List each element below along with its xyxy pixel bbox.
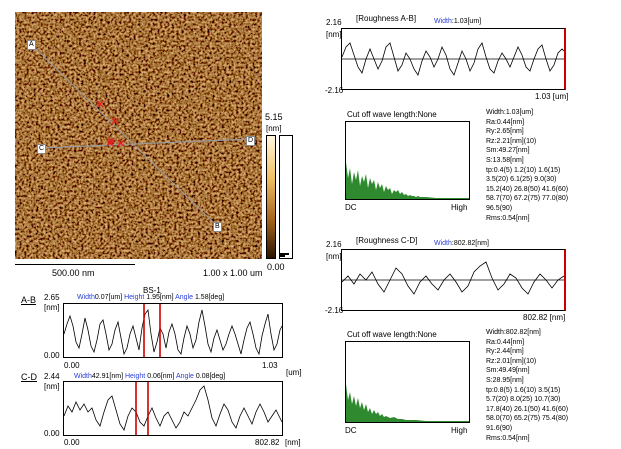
roughness-ab-spectrum-bars xyxy=(346,162,469,199)
roughness-ab-xmax: 1.03 [um] xyxy=(535,92,569,101)
roughness-cd-cutoff-title: Cut off wave length:None xyxy=(347,330,437,339)
roughness-ab-ymin: -2.16 xyxy=(325,86,344,95)
roughness-cd-stats: Width:802.82[nm] Ra:0.44[nm] Ry:2.44[nm]… xyxy=(486,329,569,442)
roughness-cd-unit: [nm] xyxy=(326,252,342,261)
section-cd-plot[interactable] xyxy=(63,381,283,436)
colorbar-unit: [nm] xyxy=(266,124,282,133)
section-ab-ymin: 0.00 xyxy=(44,351,60,360)
height-histogram xyxy=(279,135,293,259)
marker-c[interactable]: C xyxy=(37,144,47,154)
afm-height-image[interactable] xyxy=(15,12,262,259)
section-ab-label[interactable]: A-B xyxy=(21,295,37,305)
section-cd-info: Width42.91[nm] Height 0.06[nm] Angle 0.0… xyxy=(74,373,226,380)
section-ab-xunit: [um] xyxy=(286,368,302,377)
roughness-ab-cutoff-title: Cut off wave length:None xyxy=(347,110,437,119)
roughness-ab-stats: Width:1.03[um] Ra:0.44[nm] Ry:2.65[nm] R… xyxy=(486,109,569,222)
section-ab-profile xyxy=(63,304,283,357)
section-cd-ymax: 2.44 xyxy=(44,372,60,381)
marker-crosses[interactable] xyxy=(96,100,125,147)
colorbar xyxy=(266,135,276,259)
marker-a[interactable]: A xyxy=(27,40,36,50)
roughness-ab-unit: [nm] xyxy=(326,30,342,39)
roughness-ab-dc: DC xyxy=(345,203,357,212)
roughness-cd-title: [Roughness C-D] xyxy=(356,236,418,245)
section-cd-xunit: [nm] xyxy=(285,438,301,447)
bs-title: BS-1 xyxy=(143,286,161,295)
section-cd-unit: [nm] xyxy=(44,382,60,391)
roughness-ab-profile xyxy=(341,42,565,76)
roughness-ab-title: [Roughness A-B] xyxy=(356,14,417,23)
section-ab-unit: [nm] xyxy=(44,303,60,312)
marker-b[interactable]: B xyxy=(213,222,222,232)
roughness-cd-width: Width:802.82[nm] xyxy=(434,240,489,247)
section-ab-xmax: 1.03 xyxy=(262,361,278,370)
scale-bar xyxy=(15,264,135,265)
section-cd-ymin: 0.00 xyxy=(44,429,60,438)
section-cd-xmin: 0.00 xyxy=(64,438,80,447)
scale-bar-label: 500.00 nm xyxy=(52,268,95,278)
roughness-ab-width: Width:1.03[um] xyxy=(434,18,482,25)
roughness-cd-profile xyxy=(341,261,565,295)
marker-d[interactable]: D xyxy=(246,136,256,146)
section-ab-info: Width0.07[um] Height 1.95[nm] Angle 1.58… xyxy=(77,294,225,301)
roughness-ab-high: High xyxy=(451,203,468,212)
section-cd-profile xyxy=(63,382,283,435)
roughness-cd-ymin: -2.16 xyxy=(325,306,344,315)
roughness-cd-ymax: 2.16 xyxy=(326,240,342,249)
roughness-cd-xmax: 802.82 [nm] xyxy=(523,313,566,322)
section-ab-ymax-val: 2.65 xyxy=(44,293,60,302)
roughness-cd-high: High xyxy=(451,426,468,435)
profile-line-c-d[interactable] xyxy=(40,138,252,149)
roughness-cd-spectrum-bars xyxy=(346,384,469,422)
colorbar-min: 0.00 xyxy=(267,262,285,272)
colorbar-max: 5.15 xyxy=(265,112,283,122)
section-cd-xmax: 802.82 xyxy=(255,438,280,447)
image-size-label: 1.00 x 1.00 um xyxy=(203,268,263,278)
roughness-cd-dc: DC xyxy=(345,426,357,435)
section-ab-xmin: 0.00 xyxy=(64,361,80,370)
roughness-ab-ymax: 2.16 xyxy=(326,18,342,27)
profile-line-a-b[interactable] xyxy=(30,43,217,226)
section-cd-label[interactable]: C-D xyxy=(21,372,37,382)
